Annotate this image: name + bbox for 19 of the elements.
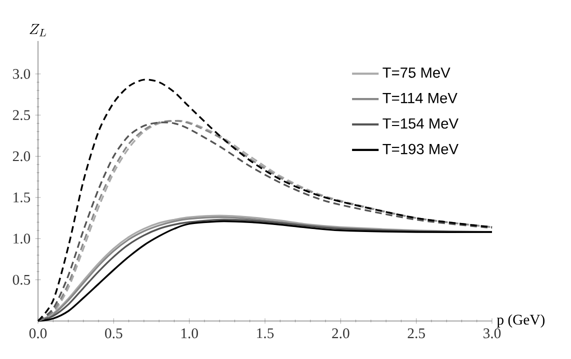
- x-tick-label: 2.5: [408, 328, 425, 338]
- x-axis-title: p (GeV): [496, 314, 545, 328]
- y-tick-label: 1.0: [14, 234, 30, 244]
- x-tick-label: 0.5: [105, 328, 122, 338]
- legend-label: T=154 MeV: [382, 118, 458, 129]
- legend-label: T=193 MeV: [382, 144, 458, 154]
- legend-label: T=75 MeV: [382, 68, 450, 78]
- y-tick-label: 2.0: [12, 151, 30, 162]
- y-tick-label: 0.5: [12, 274, 30, 285]
- x-tick-label: 0.0: [29, 328, 47, 338]
- x-tick-label: 3.0: [484, 328, 501, 338]
- legend-label: T=114 MeV: [382, 93, 458, 104]
- y-axis-title: $Z_L$: [30, 24, 46, 36]
- x-tick-label: 1.0: [181, 328, 198, 338]
- y-tick-label: 2.5: [12, 110, 30, 120]
- x-tick-label: 1.5: [257, 328, 274, 338]
- y-tick-label: 3.0: [13, 68, 30, 79]
- y-tick-label: 1.5: [14, 192, 30, 202]
- x-tick-label: 2.0: [332, 328, 350, 338]
